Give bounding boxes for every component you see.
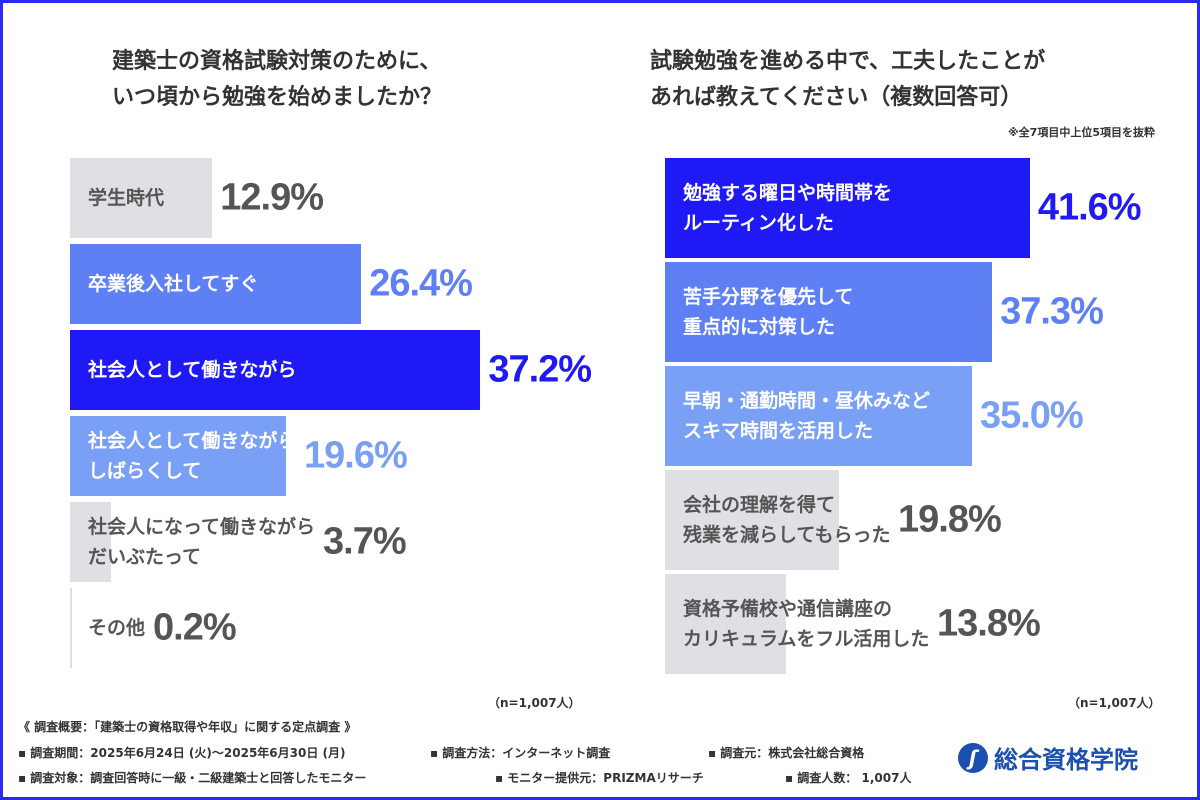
- bar: [70, 416, 287, 496]
- bar-label: 学生時代: [88, 187, 165, 209]
- bar-row: 社会人になって働きながら だいぶたって 3.7%: [70, 502, 630, 582]
- bar: [665, 366, 972, 466]
- bar-row: 会社の理解を得て 残業を減らしてもらった 19.8%: [665, 470, 1185, 570]
- bar: [665, 158, 1030, 258]
- bar-row: 学生時代 12.9%: [70, 158, 630, 238]
- bar-row: 卒業後入社してすぐ 26.4%: [70, 244, 630, 324]
- left-sample-size: （n=1,007人）: [488, 696, 581, 710]
- bar-label: 卒業後入社してすぐ: [88, 273, 259, 295]
- right-sample-size: （n=1,007人）: [1068, 696, 1161, 710]
- right-chart-note: ※全7項目中上位5項目を抜粋: [1007, 126, 1155, 139]
- survey-heading: 《 調査概要：「建築士の資格取得や年収」に関する定点調査 》: [18, 720, 357, 734]
- value-label: 37.3%: [1000, 290, 1104, 333]
- bar: [665, 574, 787, 674]
- bar: [70, 588, 73, 668]
- logo-swoosh-icon: ʃ: [958, 742, 988, 773]
- survey-period: ▪ 調査期間：2025年6月24日 (火)〜2025年6月30日 (月): [18, 746, 346, 760]
- bar-row: 苦手分野を優先して 重点的に対策した 37.3%: [665, 262, 1185, 362]
- bar-label: 苦手分野を優先して 重点的に対策した: [683, 286, 854, 338]
- bar-row: 社会人として働きながら しばらくして 19.6%: [70, 416, 630, 496]
- survey-count: ▪ 調査人数： 1,007人: [785, 771, 912, 785]
- value-label: 13.8%: [937, 602, 1041, 645]
- value-label: 12.9%: [220, 176, 324, 219]
- bar: [70, 244, 362, 324]
- value-label: 0.2%: [153, 606, 237, 649]
- right-bar-chart: 勉強する曜日や時間帯を ルーティン化した 41.6% 苦手分野を優先して 重点的に対…: [665, 158, 1185, 678]
- bar-row: 勉強する曜日や時間帯を ルーティン化した 41.6%: [665, 158, 1185, 258]
- bar-label: 会社の理解を得て 残業を減らしてもらった: [683, 494, 891, 546]
- bar: [70, 158, 213, 238]
- value-label: 19.8%: [898, 498, 1002, 541]
- logo-text: 総合資格学院: [994, 746, 1138, 774]
- left-bar-chart: 学生時代 12.9% 卒業後入社してすぐ 26.4% 社会人として働きながら 37.2% 社…: [70, 158, 630, 678]
- bar-label: 社会人になって働きながら だいぶたって: [88, 516, 316, 568]
- survey-target: ▪ 調査対象：調査回答時に一級・二級建築士と回答したモニター: [18, 771, 367, 785]
- value-label: 3.7%: [323, 520, 407, 563]
- value-label: 41.6%: [1037, 186, 1142, 229]
- value-label: 37.2%: [488, 348, 592, 391]
- value-label: 35.0%: [979, 394, 1084, 437]
- brand-logo: ʃ 総合資格学院: [958, 740, 1138, 775]
- bar-row: その他 0.2%: [70, 588, 630, 668]
- bar: [665, 262, 993, 362]
- bar-label: 勉強する曜日や時間帯を ルーティン化した: [683, 182, 893, 234]
- right-chart-title: 試験勉強を進める中で、工夫したことが あれば教えてください（複数回答可）: [650, 49, 1046, 110]
- bar-label: その他: [88, 617, 146, 639]
- bar-row: 社会人として働きながら 37.2%: [70, 330, 630, 410]
- bar-label: 資格予備校や通信講座の カリキュラムをフル活用した: [683, 598, 930, 650]
- bar: [665, 470, 839, 570]
- bar-label: 社会人として働きながら しばらくして: [88, 430, 297, 482]
- bar-row: 早朝・通勤時間・昼休みなど スキマ時間を活用した 35.0%: [665, 366, 1185, 466]
- bar: [70, 330, 481, 410]
- survey-source: ▪ 調査元：株式会社総合資格: [708, 746, 865, 760]
- bar: [70, 502, 111, 582]
- bar-label: 早朝・通勤時間・昼休みなど スキマ時間を活用した: [683, 390, 931, 442]
- bar-row: 資格予備校や通信講座の カリキュラムをフル活用した 13.8%: [665, 574, 1185, 674]
- value-label: 19.6%: [304, 434, 408, 477]
- bar-label: 社会人として働きながら: [88, 359, 297, 381]
- monitor-provider: ▪ モニター提供元：PRIZMAリサーチ: [495, 771, 704, 785]
- left-chart-title: 建築士の資格試験対策のために、 いつ頃から勉強を始めましたか？: [112, 49, 443, 110]
- survey-method: ▪ 調査方法：インターネット調査: [430, 746, 611, 760]
- value-label: 26.4%: [369, 262, 473, 305]
